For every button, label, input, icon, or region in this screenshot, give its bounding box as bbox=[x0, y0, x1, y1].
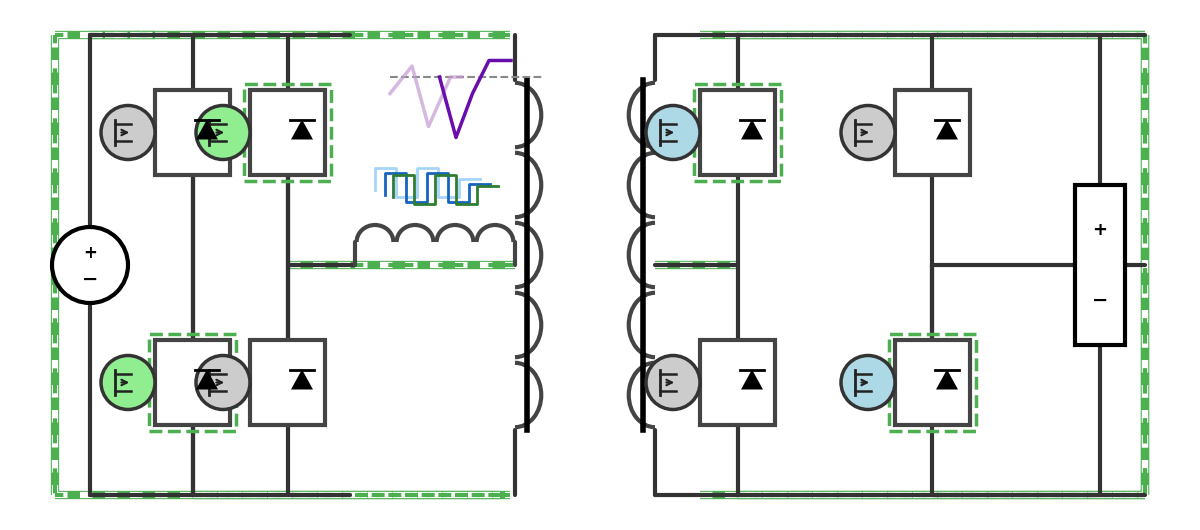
Polygon shape bbox=[936, 369, 958, 390]
Bar bbox=[895, 340, 970, 425]
Polygon shape bbox=[742, 369, 763, 390]
Circle shape bbox=[52, 227, 128, 303]
Bar bbox=[700, 340, 775, 425]
Bar bbox=[149, 334, 236, 431]
Circle shape bbox=[101, 356, 155, 410]
Bar bbox=[155, 340, 230, 425]
Text: +: + bbox=[83, 244, 97, 262]
Text: −: − bbox=[1092, 290, 1108, 310]
Bar bbox=[155, 90, 230, 175]
Circle shape bbox=[196, 356, 250, 410]
Bar bbox=[250, 340, 325, 425]
Polygon shape bbox=[742, 119, 763, 139]
Circle shape bbox=[646, 105, 700, 160]
Bar bbox=[1075, 185, 1126, 345]
Bar bbox=[895, 90, 970, 175]
Bar bbox=[250, 90, 325, 175]
Bar bbox=[700, 90, 775, 175]
Bar bbox=[889, 334, 976, 431]
Bar bbox=[694, 84, 781, 181]
Text: −: − bbox=[82, 269, 98, 288]
Circle shape bbox=[101, 105, 155, 160]
Polygon shape bbox=[292, 369, 313, 390]
Polygon shape bbox=[196, 369, 218, 390]
Bar bbox=[244, 84, 331, 181]
Polygon shape bbox=[292, 119, 313, 139]
Circle shape bbox=[196, 105, 250, 160]
Text: +: + bbox=[1092, 221, 1108, 239]
Circle shape bbox=[841, 105, 895, 160]
Polygon shape bbox=[196, 119, 218, 139]
Polygon shape bbox=[936, 119, 958, 139]
Circle shape bbox=[646, 356, 700, 410]
Circle shape bbox=[841, 356, 895, 410]
